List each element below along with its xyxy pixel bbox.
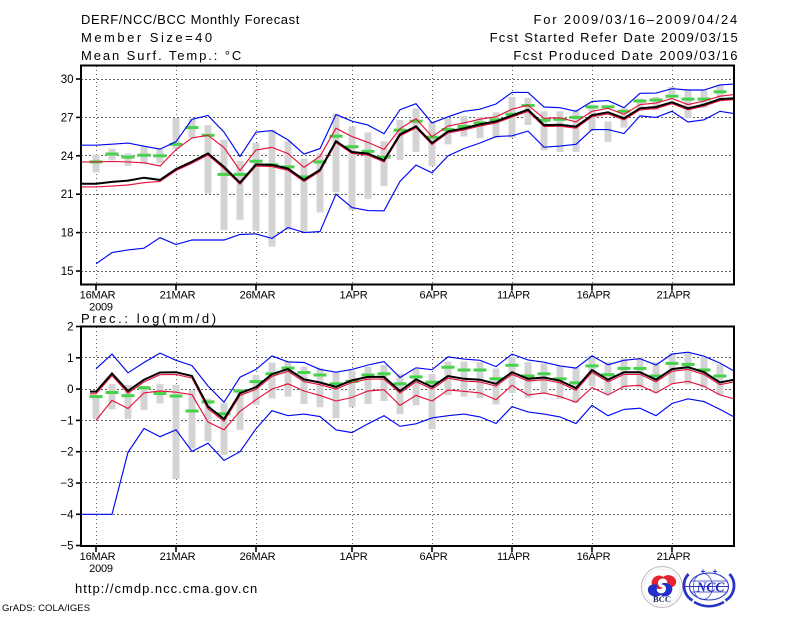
svg-text:27: 27 [61,112,74,124]
svg-text:24: 24 [61,151,74,163]
svg-text:Member Size=40: Member Size=40 [81,30,215,45]
svg-text:26MAR: 26MAR [240,551,276,563]
svg-text:2009: 2009 [89,563,113,575]
svg-text:26MAR: 26MAR [240,290,276,302]
svg-text:0: 0 [67,384,73,396]
svg-text:−5: −5 [60,541,73,553]
svg-text:21MAR: 21MAR [160,290,196,302]
svg-text:15: 15 [61,266,74,278]
svg-text:2009: 2009 [89,302,113,314]
svg-text:11APR: 11APR [497,290,530,302]
svg-text:−4: −4 [60,509,74,521]
svg-text:−2: −2 [60,447,73,459]
svg-text:NCC: NCC [696,580,726,595]
svg-text:1: 1 [67,353,73,365]
svg-text:21APR: 21APR [657,290,691,302]
svg-text:21MAR: 21MAR [160,551,196,563]
svg-text:11APR: 11APR [497,551,530,563]
svg-text:−1: −1 [60,415,73,427]
svg-text:Prec.: log(mm/d): Prec.: log(mm/d) [81,311,219,326]
svg-text:BCC: BCC [653,594,671,604]
svg-text:16MAR: 16MAR [80,551,116,563]
svg-text:DERF/NCC/BCC Monthly Forecast: DERF/NCC/BCC Monthly Forecast [81,12,300,27]
svg-text:Mean Surf. Temp.: °C: Mean Surf. Temp.: °C [81,48,243,63]
svg-text:18: 18 [61,228,74,240]
svg-text:16APR: 16APR [577,290,611,302]
svg-text:For 2009/03/16–2009/04/24: For 2009/03/16–2009/04/24 [534,12,739,27]
svg-text:16APR: 16APR [577,551,611,563]
svg-text:http://cmdp.ncc.cma.gov.cn: http://cmdp.ncc.cma.gov.cn [75,581,258,596]
svg-text:21: 21 [61,189,74,201]
svg-text:21APR: 21APR [657,551,691,563]
svg-text:2: 2 [67,322,73,334]
svg-text:−3: −3 [60,478,73,490]
svg-text:30: 30 [61,74,74,86]
svg-text:16MAR: 16MAR [80,290,116,302]
svg-text:1APR: 1APR [340,290,368,302]
svg-text:6APR: 6APR [420,290,448,302]
svg-text:Fcst Produced Date 2009/03/16: Fcst Produced Date 2009/03/16 [513,48,739,63]
svg-text:6APR: 6APR [420,551,448,563]
svg-text:GrADS: COLA/IGES: GrADS: COLA/IGES [2,603,90,614]
svg-text:Fcst Started Refer Date 2009/0: Fcst Started Refer Date 2009/03/15 [490,30,739,45]
svg-text:1APR: 1APR [340,551,368,563]
